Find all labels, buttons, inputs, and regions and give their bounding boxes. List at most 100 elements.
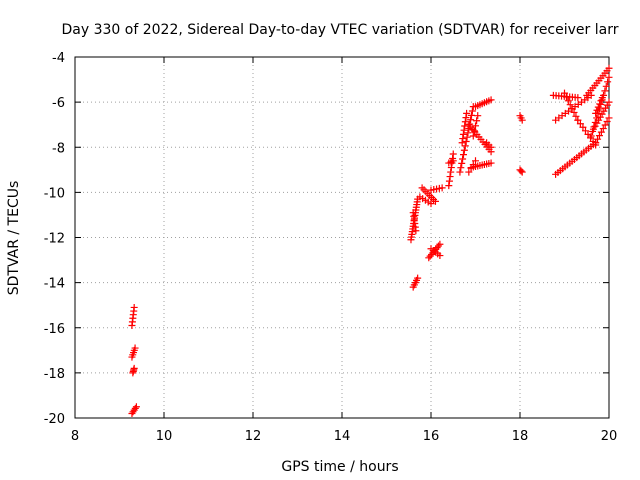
data-point [579,123,587,131]
data-point [584,130,592,138]
data-point [128,409,136,417]
data-point [561,89,568,97]
data-point [445,177,453,185]
y-tick-label: -20 [44,412,65,427]
x-tick-label: 16 [423,429,440,444]
data-point [436,252,444,260]
data-point [594,103,602,111]
data-point [459,155,467,163]
y-axis-label: SDTVAR / TECUs [6,181,22,296]
data-point [464,129,472,137]
data-point [591,122,599,130]
data-point [487,159,495,167]
data-point [469,161,477,169]
data-point [605,73,613,81]
x-tick-label: 14 [334,429,351,444]
y-tick-label: -8 [52,141,65,156]
data-point [449,157,457,165]
data-point [468,107,476,115]
data-point [449,150,457,158]
data-point [427,200,435,208]
x-tick-label: 10 [156,429,173,444]
data-point [462,138,470,146]
data-point [435,242,443,250]
data-point [518,116,526,124]
data-point [487,96,495,104]
x-tick-label: 18 [512,429,529,444]
data-point [593,106,601,114]
data-point [574,116,582,124]
data-point [445,182,453,190]
data-point [128,353,136,361]
data-point [459,151,467,159]
x-tick-label: 12 [245,429,262,444]
data-point [469,132,477,140]
x-axis-label: GPS time / hours [281,459,398,475]
data-point [458,139,466,147]
data-point [446,173,454,181]
data-point [431,197,439,205]
data-point [601,121,609,129]
data-point [517,167,525,175]
data-point [465,168,473,176]
y-tick-label: -12 [44,232,65,247]
data-point [572,112,580,120]
data-point [467,116,475,124]
data-point [474,112,482,120]
data-point [597,128,605,136]
data-point [594,135,602,143]
data-point [587,132,595,140]
x-axis-ticks: 8 10 12 14 16 18 20 [71,57,617,444]
data-point [472,157,479,165]
data-point [605,64,613,72]
data-point [459,135,467,143]
data-point [463,109,471,117]
data-point [602,82,610,90]
data-point [447,168,455,176]
y-axis-ticks: -4 -6 -8 -10 -12 -14 -16 -18 -20 [44,51,609,427]
data-point [602,104,610,112]
data-point [601,87,609,95]
data-point [128,321,136,329]
data-point [603,117,611,125]
data-point [581,127,589,135]
data-point [462,114,470,122]
data-point [596,100,604,108]
data-point [566,101,574,109]
y-tick-label: -18 [44,367,65,382]
data-point [604,78,612,86]
data-point [568,105,576,113]
data-point [466,120,474,128]
y-tick-label: -10 [44,186,65,201]
data-point [605,98,613,106]
data-point [461,122,469,130]
data-point [461,142,469,150]
data-point [472,122,479,130]
data-point [436,240,444,248]
data-point [596,113,604,121]
data-point [603,101,611,109]
data-points [128,64,613,417]
data-point [564,97,572,105]
x-tick-label: 20 [601,429,618,444]
data-point [470,127,478,135]
data-point [518,168,526,176]
data-point [129,369,137,377]
data-point [576,120,584,128]
y-tick-label: -4 [52,51,65,66]
data-point [605,114,613,122]
data-point [460,126,468,134]
data-point [598,110,606,118]
data-point [589,125,597,133]
data-point [467,164,475,172]
data-point [438,184,446,192]
data-point [593,119,601,127]
y-tick-label: -16 [44,322,65,337]
data-point [467,111,475,119]
data-point [473,117,481,125]
data-point [129,408,137,416]
data-point [562,93,570,101]
data-point [592,109,600,117]
data-point [458,159,466,167]
